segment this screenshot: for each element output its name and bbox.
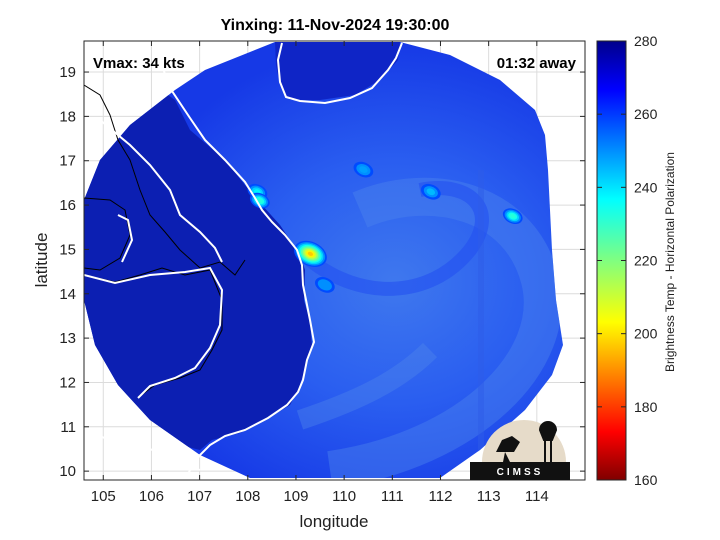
feature-contour [510,214,516,219]
feature-contour [426,188,436,196]
land-north [275,42,400,100]
colorbar-tick-label: 260 [634,106,658,122]
border-highlight-2 [84,266,224,399]
data-swath [84,41,563,480]
feature-blob [315,277,335,293]
x-axis-ticks: 105 106 107 108 109 110 111 112 113 114 [91,41,549,505]
y-tick-label: 12 [59,374,76,391]
border-laos-vietnam [84,84,246,276]
coastline-gulf-of-thailand [84,429,201,471]
x-tick-label: 111 [381,488,404,505]
colorbar-tick-label: 160 [634,472,658,488]
y-tick-label: 16 [59,197,76,214]
colorbar-tick-label: 240 [634,179,658,195]
feature-contour [320,281,330,289]
y-tick-label: 13 [59,330,76,347]
feature-contour [307,251,314,256]
logo-satellite-dish-icon [496,436,520,462]
x-tick-label: 114 [525,488,549,505]
x-tick-label: 113 [477,488,501,505]
coastline-hainan [276,42,403,105]
y-axis-label: latitude [32,233,51,288]
x-tick-label: 112 [429,488,453,505]
cimss-logo: CIMSS [470,420,570,480]
feature-contour [257,198,263,203]
x-axis-label: longitude [299,512,368,531]
feature-blob [502,208,523,225]
logo-banner [470,462,570,480]
y-tick-label: 10 [59,463,76,480]
axes-frame [83,40,586,481]
y-tick-label: 19 [59,64,76,81]
chart-title: Yinxing: 11-Nov-2024 19:30:00 [221,17,450,34]
x-tick-label: 105 [91,488,116,505]
swath-seam [478,170,484,470]
x-tick-label: 110 [332,488,356,505]
y-tick-label: 14 [59,286,76,303]
colorbar-tick-label: 220 [634,253,658,269]
time-away-annotation: 01:32 away [497,55,577,72]
logo-text: CIMSS [497,467,544,478]
feature-blob [293,240,327,267]
y-tick-label: 11 [60,419,76,436]
colorbar-label: Brightness Temp - Horizontal Polarizatio… [663,152,677,372]
y-tick-label: 18 [59,108,76,125]
border-highlight-3 [117,214,134,263]
y-axis-ticks: 10 11 12 13 14 15 16 17 18 19 [59,64,585,480]
colorbar-ticks: 160 180 200 220 240 260 280 [597,33,658,488]
x-tick-label: 106 [139,488,164,505]
y-tick-label: 17 [59,153,76,170]
x-tick-label: 109 [283,488,308,505]
x-tick-label: 108 [235,488,260,505]
rain-band-inner [305,181,489,296]
feature-blob [353,161,374,178]
feature-contour [359,166,368,173]
y-tick-label: 15 [59,241,76,258]
coastline-vietnam [149,41,316,480]
vmax-annotation: Vmax: 34 kts [93,55,185,72]
colorbar-tick-label: 200 [634,326,658,342]
land-mass [84,60,312,450]
borders-white [84,119,224,399]
colorbar-tick-label: 280 [634,33,658,49]
feature-blob [420,183,441,200]
rain-band-lower [296,342,438,430]
colorbar-tick-label: 180 [634,399,658,415]
x-tick-label: 107 [187,488,212,505]
coastlines [84,41,403,480]
convective-features [247,161,523,293]
border-highlight-1 [99,119,223,263]
logo-water-tower-icon [538,421,558,462]
